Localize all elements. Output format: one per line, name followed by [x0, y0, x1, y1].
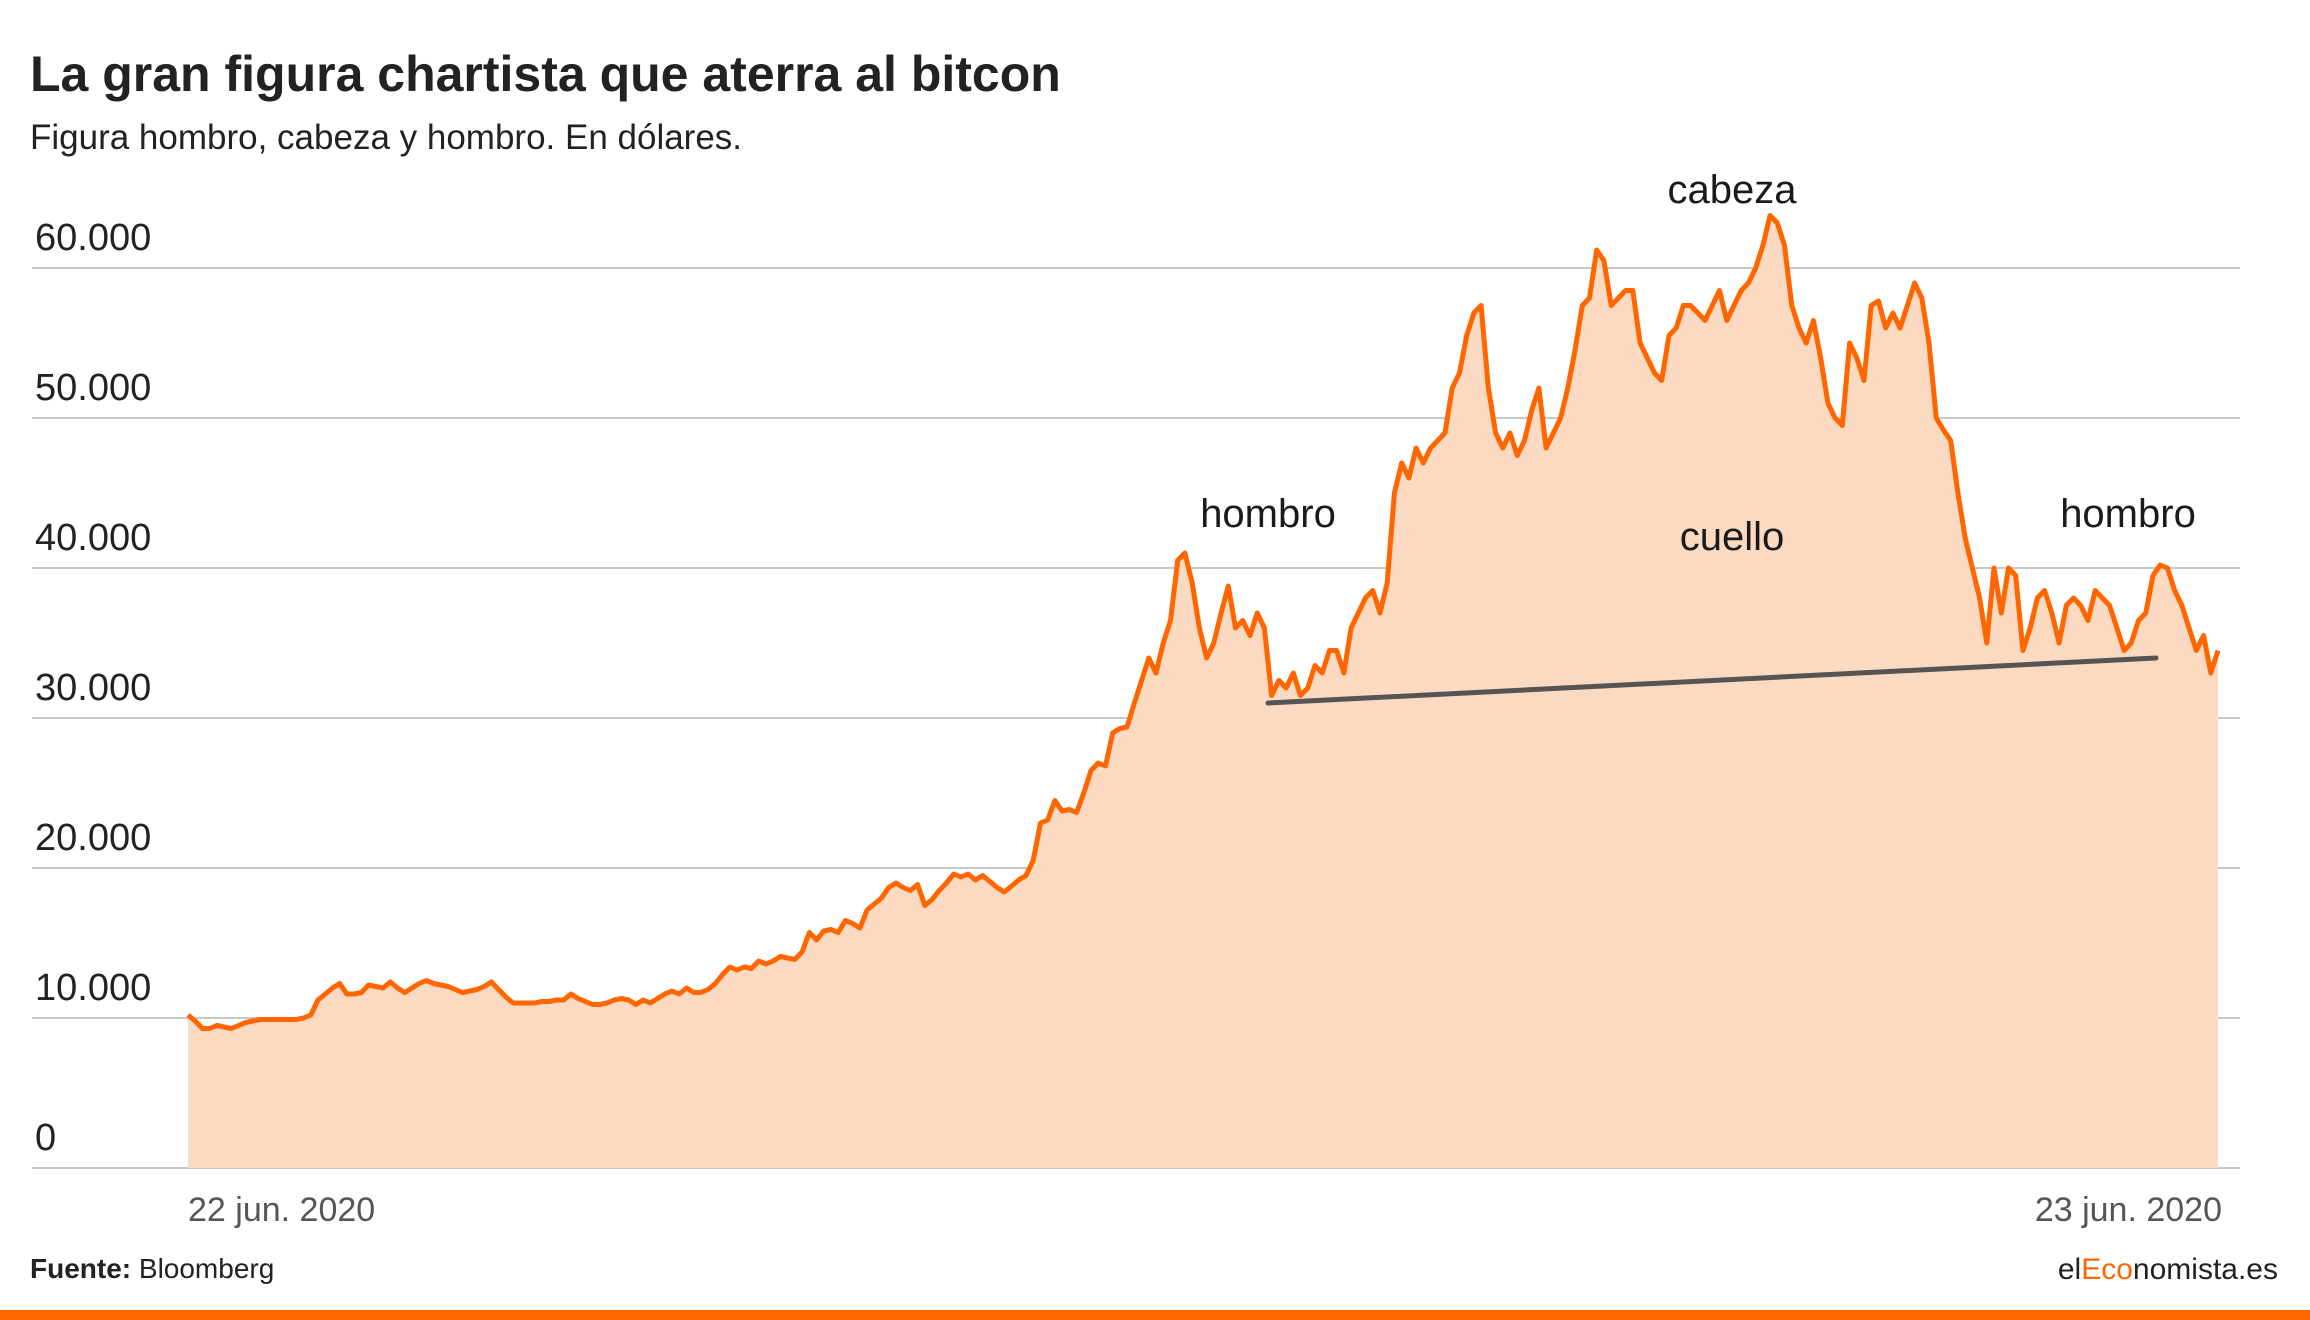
neckline: [1265, 655, 2159, 706]
y-axis-tick-labels: 0 10.000 20.000 30.000 40.000 50.000 60.000: [35, 217, 151, 1159]
brand-prefix: el: [2057, 1253, 2082, 1286]
neckline-group: [1265, 655, 2159, 706]
bottom-accent-bar: [0, 1310, 2310, 1320]
y-tick-label: 30.000: [35, 667, 151, 709]
source-note: Fuente: Bloomberg: [30, 1253, 274, 1285]
brand-suffix: nomista.es: [2132, 1253, 2278, 1286]
y-tick-label: 0: [35, 1117, 56, 1159]
chart-title: La gran figura chartista que aterra al b…: [30, 46, 1061, 102]
annotation-right-shoulder: hombro: [2060, 492, 2196, 536]
source-label: Fuente:: [30, 1253, 132, 1284]
y-tick-label: 60.000: [35, 217, 151, 259]
price-area-fill: [188, 215, 2218, 1168]
annotation-head: cabeza: [1668, 168, 1798, 212]
y-tick-label: 40.000: [35, 517, 151, 559]
annotation-left-shoulder: hombro: [1200, 492, 1336, 536]
brand-logo: elEconomista.es: [2058, 1253, 2278, 1287]
area-fill-group: [188, 215, 2218, 1168]
price-line: [186, 213, 2221, 1031]
y-tick-label: 20.000: [35, 817, 151, 859]
brand-accent: Eco: [2081, 1253, 2133, 1286]
source-value: Bloomberg: [138, 1253, 275, 1284]
y-tick-label: 10.000: [35, 967, 151, 1009]
x-tick-label-end: 23 jun. 2020: [2035, 1191, 2222, 1229]
chart-subtitle: Figura hombro, cabeza y hombro. En dólar…: [30, 118, 743, 157]
y-tick-label: 50.000: [35, 367, 151, 409]
price-line-group: [186, 213, 2221, 1031]
x-tick-label-start: 22 jun. 2020: [188, 1191, 375, 1229]
annotation-neck: cuello: [1680, 515, 1785, 559]
